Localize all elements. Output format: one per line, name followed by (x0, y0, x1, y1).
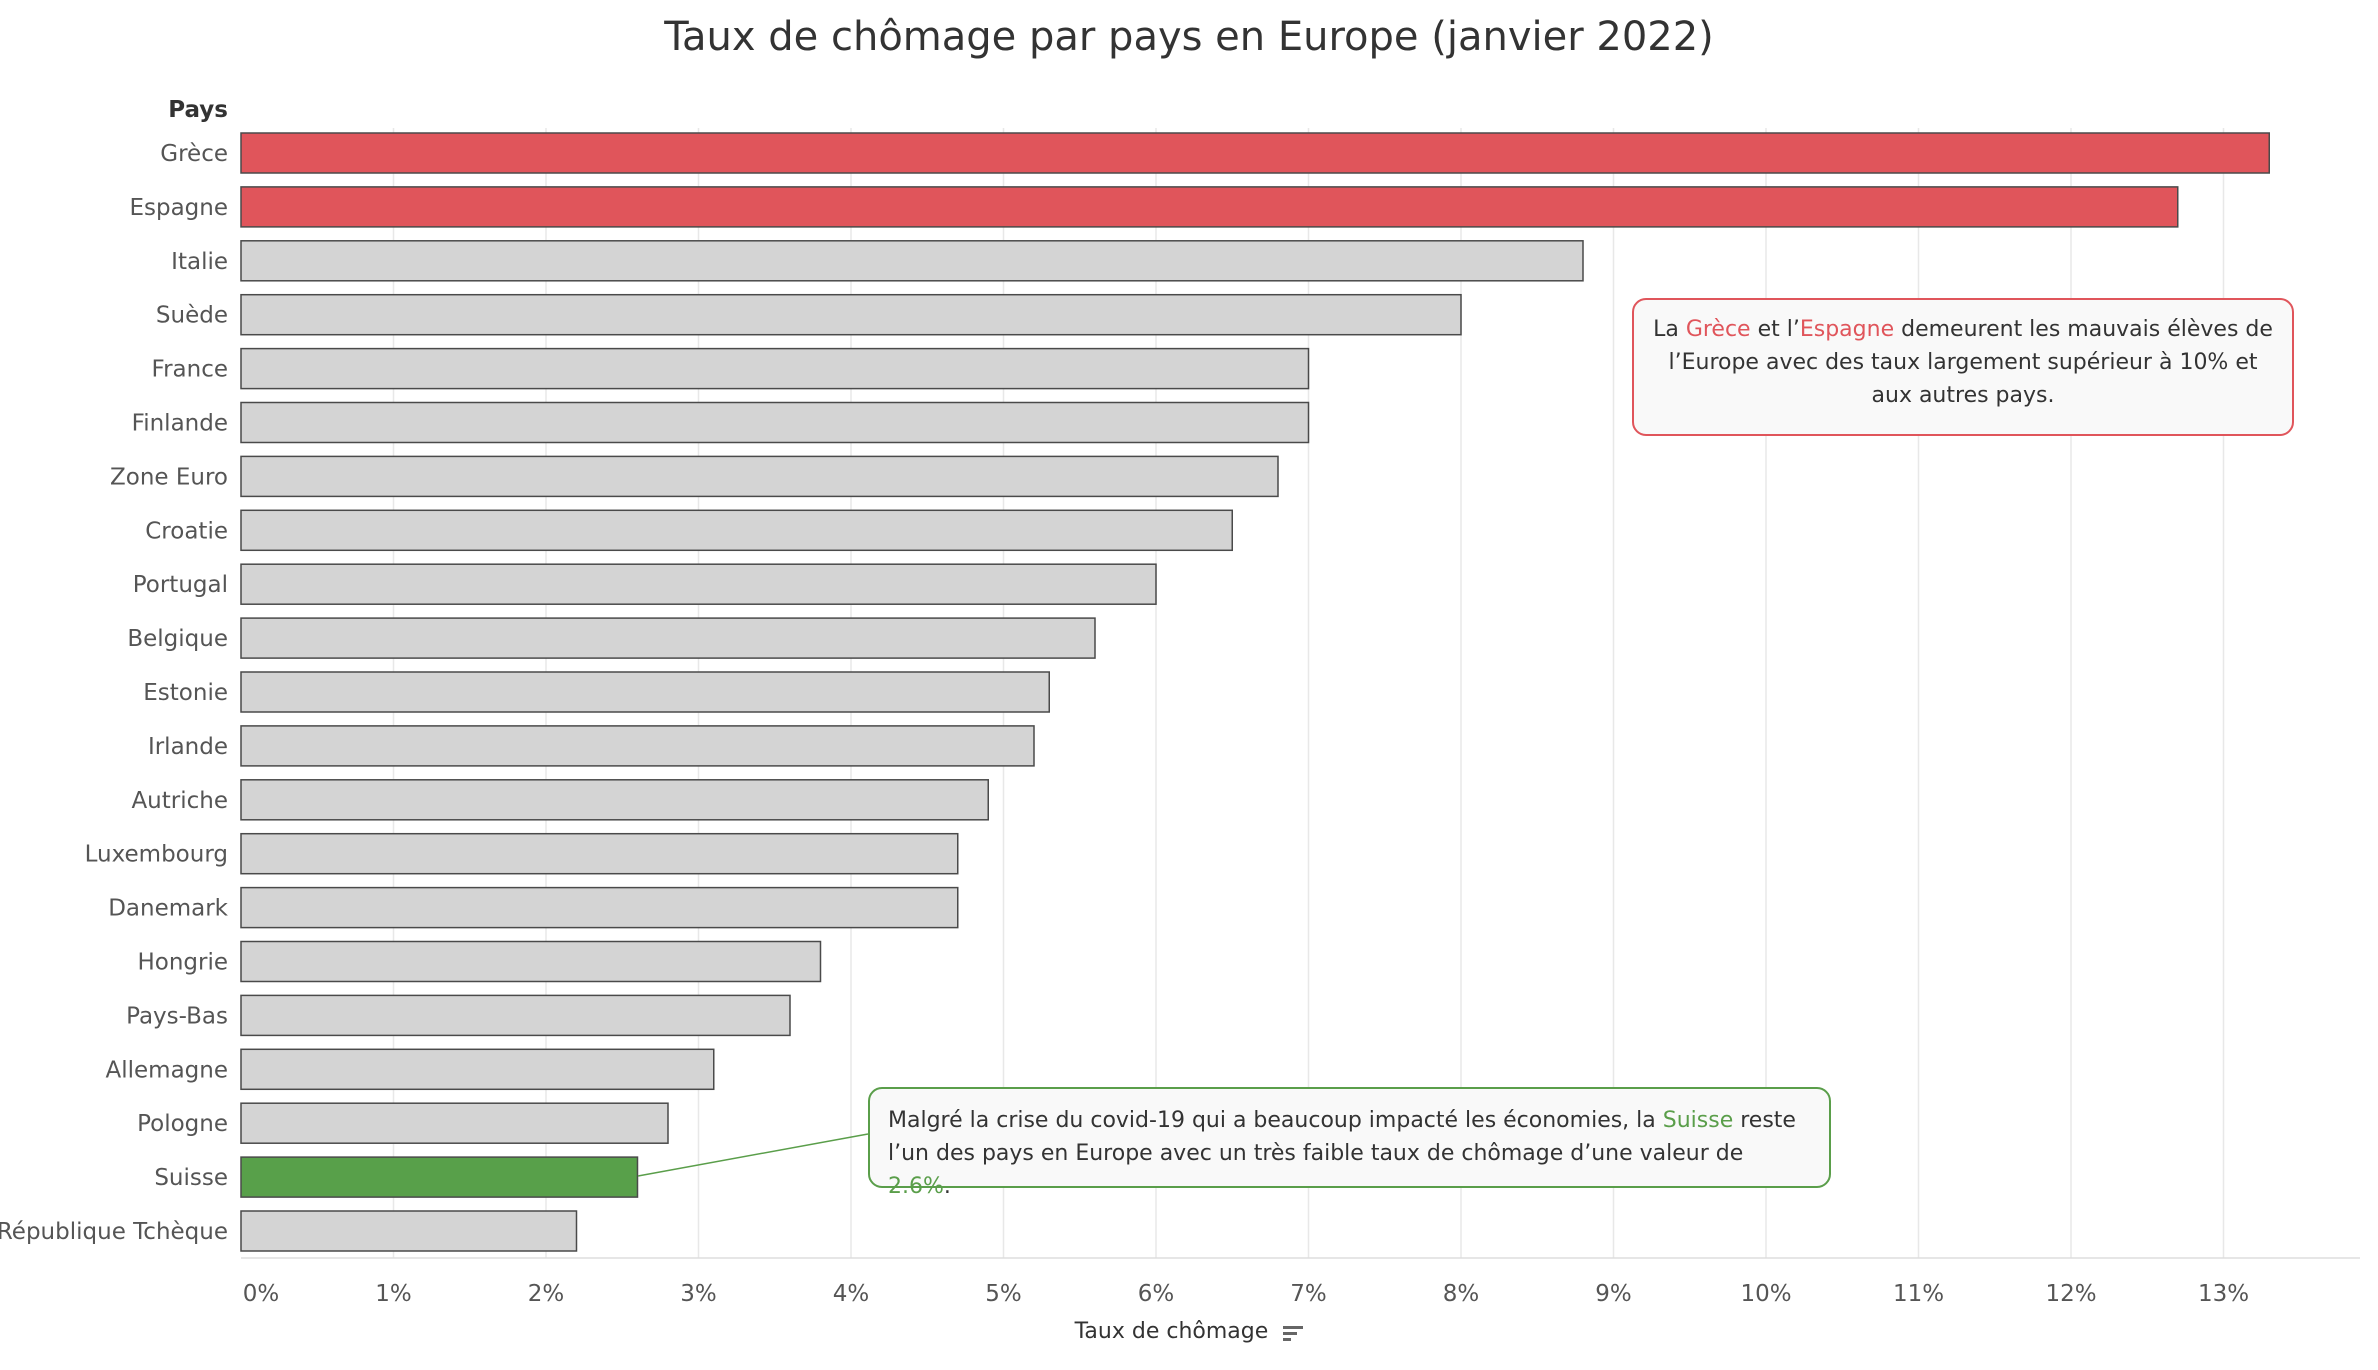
bar-grèce[interactable] (240, 132, 2270, 174)
annotation-text: et l’ (1750, 317, 1800, 342)
y-axis-title: Pays (168, 97, 228, 123)
bar-portugal[interactable] (240, 563, 1157, 605)
x-tick-label: 5% (985, 1281, 1022, 1307)
bar-espagne[interactable] (240, 186, 2179, 228)
annotation-text: La (1653, 317, 1686, 342)
category-label: Autriche (131, 788, 228, 814)
category-label: Italie (171, 249, 228, 275)
highlight-value: 2.6% (888, 1174, 944, 1199)
bar-danemark[interactable] (240, 886, 959, 929)
x-tick-label: 9% (1595, 1281, 1632, 1307)
category-label: Belgique (127, 626, 228, 652)
bar-luxembourg[interactable] (240, 832, 959, 875)
x-tick-label: 0% (243, 1281, 280, 1307)
annotation-text: Malgré la crise du covid-19 qui a beauco… (888, 1108, 1663, 1133)
category-label: Danemark (108, 896, 228, 922)
category-label: Espagne (129, 195, 228, 221)
bar-belgique[interactable] (240, 617, 1096, 659)
bar-suède[interactable] (240, 293, 1462, 336)
annotation-connector-line (637, 1133, 869, 1177)
category-label: Allemagne (106, 1057, 229, 1083)
x-tick-label: 11% (1893, 1281, 1944, 1307)
x-tick-label: 13% (2198, 1281, 2249, 1307)
annotation-text: demeurent les mauvais élèves de l’Europe… (1668, 317, 2273, 408)
x-tick-label: 6% (1138, 1281, 1175, 1307)
bars (240, 132, 2270, 1252)
category-label: Irlande (148, 734, 228, 760)
highlight-greece: Grèce (1685, 317, 1751, 342)
bar-irlande[interactable] (240, 725, 1035, 767)
category-label: Suisse (154, 1165, 228, 1191)
x-tick-label: 1% (375, 1281, 412, 1307)
chart-title: Taux de chômage par pays en Europe (janv… (664, 14, 1714, 60)
x-axis-title-wrap: Taux de chômage (0, 1319, 2378, 1344)
x-tick-label: 4% (833, 1281, 870, 1307)
category-label: Suède (156, 303, 228, 329)
bar-république-tchèque[interactable] (240, 1210, 578, 1252)
bar-suisse[interactable] (240, 1156, 639, 1198)
category-label: France (152, 357, 228, 383)
bar-autriche[interactable] (240, 779, 989, 821)
category-label: Croatie (145, 518, 228, 544)
x-tick-label: 3% (680, 1281, 717, 1307)
category-label: Finlande (132, 411, 228, 437)
bar-pologne[interactable] (240, 1102, 669, 1144)
highlight-switzerland: Suisse (1662, 1108, 1734, 1133)
bar-zone-euro[interactable] (240, 455, 1279, 498)
annotation-text: reste l’un des pays en Europe avec un tr… (888, 1108, 1796, 1166)
category-label: République Tchèque (0, 1219, 228, 1245)
category-label: Grèce (160, 141, 228, 167)
bar-france[interactable] (240, 347, 1310, 390)
bar-hongrie[interactable] (240, 940, 822, 983)
annotation-connector (637, 1133, 869, 1177)
x-tick-label: 12% (2045, 1281, 2096, 1307)
bar-pays-bas[interactable] (240, 994, 791, 1037)
bar-italie[interactable] (240, 240, 1584, 282)
category-label: Pologne (137, 1111, 228, 1137)
x-tick-label: 7% (1290, 1281, 1327, 1307)
annotation-greece-spain: La Grèce et l’Espagne demeurent les mauv… (1632, 298, 2294, 436)
x-tick-label: 8% (1443, 1281, 1480, 1307)
bar-croatie[interactable] (240, 509, 1233, 552)
x-tick-label: 2% (528, 1281, 565, 1307)
x-axis-ticks: 0% 1% 2% 3% 4% 5% 6% 7% 8% 9% 10% 11% 12% 13% (241, 1257, 2360, 1307)
x-tick-label: 10% (1740, 1281, 1791, 1307)
annotation-text: . (943, 1174, 951, 1199)
category-label: Portugal (133, 572, 228, 598)
bar-estonie[interactable] (240, 671, 1050, 713)
category-labels: Grèce Espagne Italie Suède France Finlande Zon… (0, 141, 229, 1245)
x-axis-title: Taux de chômage (1074, 1319, 1269, 1344)
bar-allemagne[interactable] (240, 1048, 715, 1091)
category-label: Estonie (143, 680, 228, 706)
bar-finlande[interactable] (240, 401, 1310, 444)
category-label: Pays-Bas (126, 1003, 228, 1029)
sort-descending-icon[interactable] (1283, 1323, 1304, 1344)
highlight-spain: Espagne (1799, 317, 1895, 342)
annotation-switzerland: Malgré la crise du covid-19 qui a beauco… (868, 1087, 1831, 1199)
category-label: Luxembourg (85, 842, 228, 868)
category-label: Hongrie (137, 950, 228, 976)
category-label: Zone Euro (110, 464, 228, 490)
